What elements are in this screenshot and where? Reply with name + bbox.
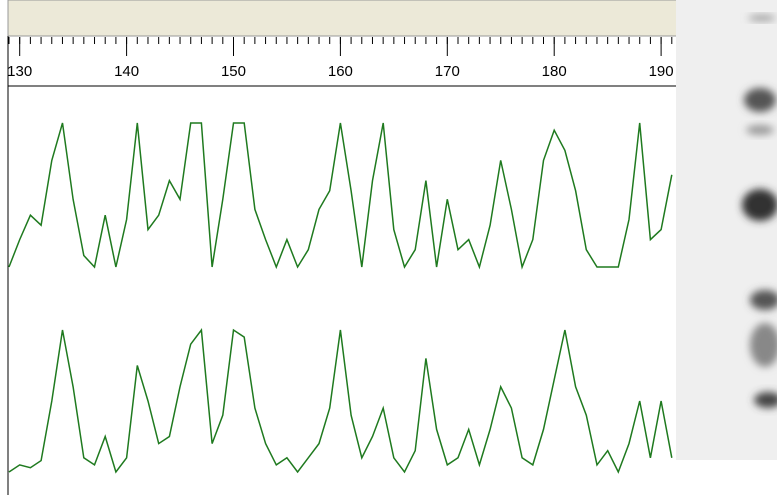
x-tick-label: 190 — [649, 63, 674, 80]
x-tick-label: 150 — [221, 63, 246, 80]
trace-viewer: 130 140 150 160 170 180 190 — [0, 0, 777, 495]
toolbar — [8, 0, 678, 36]
x-tick-label: 170 — [435, 63, 460, 80]
gel-image — [676, 0, 777, 460]
x-tick-label: 140 — [114, 63, 139, 80]
x-tick-label: 130 — [7, 63, 32, 80]
x-tick-label: 180 — [542, 63, 567, 80]
x-tick-label: 160 — [328, 63, 353, 80]
